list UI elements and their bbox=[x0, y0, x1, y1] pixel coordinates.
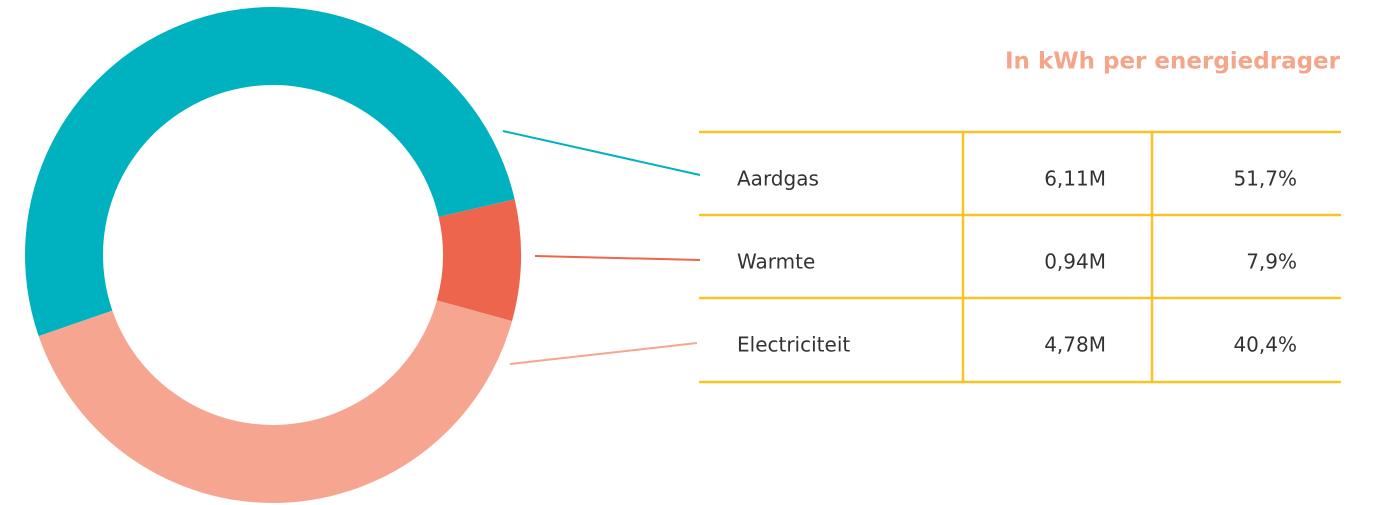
row-amount: 0,94M bbox=[1044, 250, 1106, 274]
leader-line bbox=[509, 342, 698, 365]
table bbox=[699, 130, 1341, 384]
leader-line bbox=[502, 130, 701, 176]
donut-slice bbox=[38, 300, 513, 503]
donut-slice bbox=[24, 6, 515, 337]
leader-lines bbox=[502, 130, 701, 365]
row-amount: 4,78M bbox=[1044, 333, 1106, 357]
chart-title: In kWh per energiedrager bbox=[1005, 49, 1341, 75]
row-percent: 40,4% bbox=[1233, 333, 1297, 357]
row-label: Warmte bbox=[737, 250, 815, 274]
row-amount: 6,11M bbox=[1044, 167, 1106, 191]
row-label: Aardgas bbox=[737, 167, 819, 191]
leader-line bbox=[534, 255, 701, 261]
row-label: Electriciteit bbox=[737, 333, 850, 357]
donut-slice bbox=[436, 199, 521, 322]
row-percent: 7,9% bbox=[1246, 250, 1297, 274]
row-percent: 51,7% bbox=[1233, 167, 1297, 191]
